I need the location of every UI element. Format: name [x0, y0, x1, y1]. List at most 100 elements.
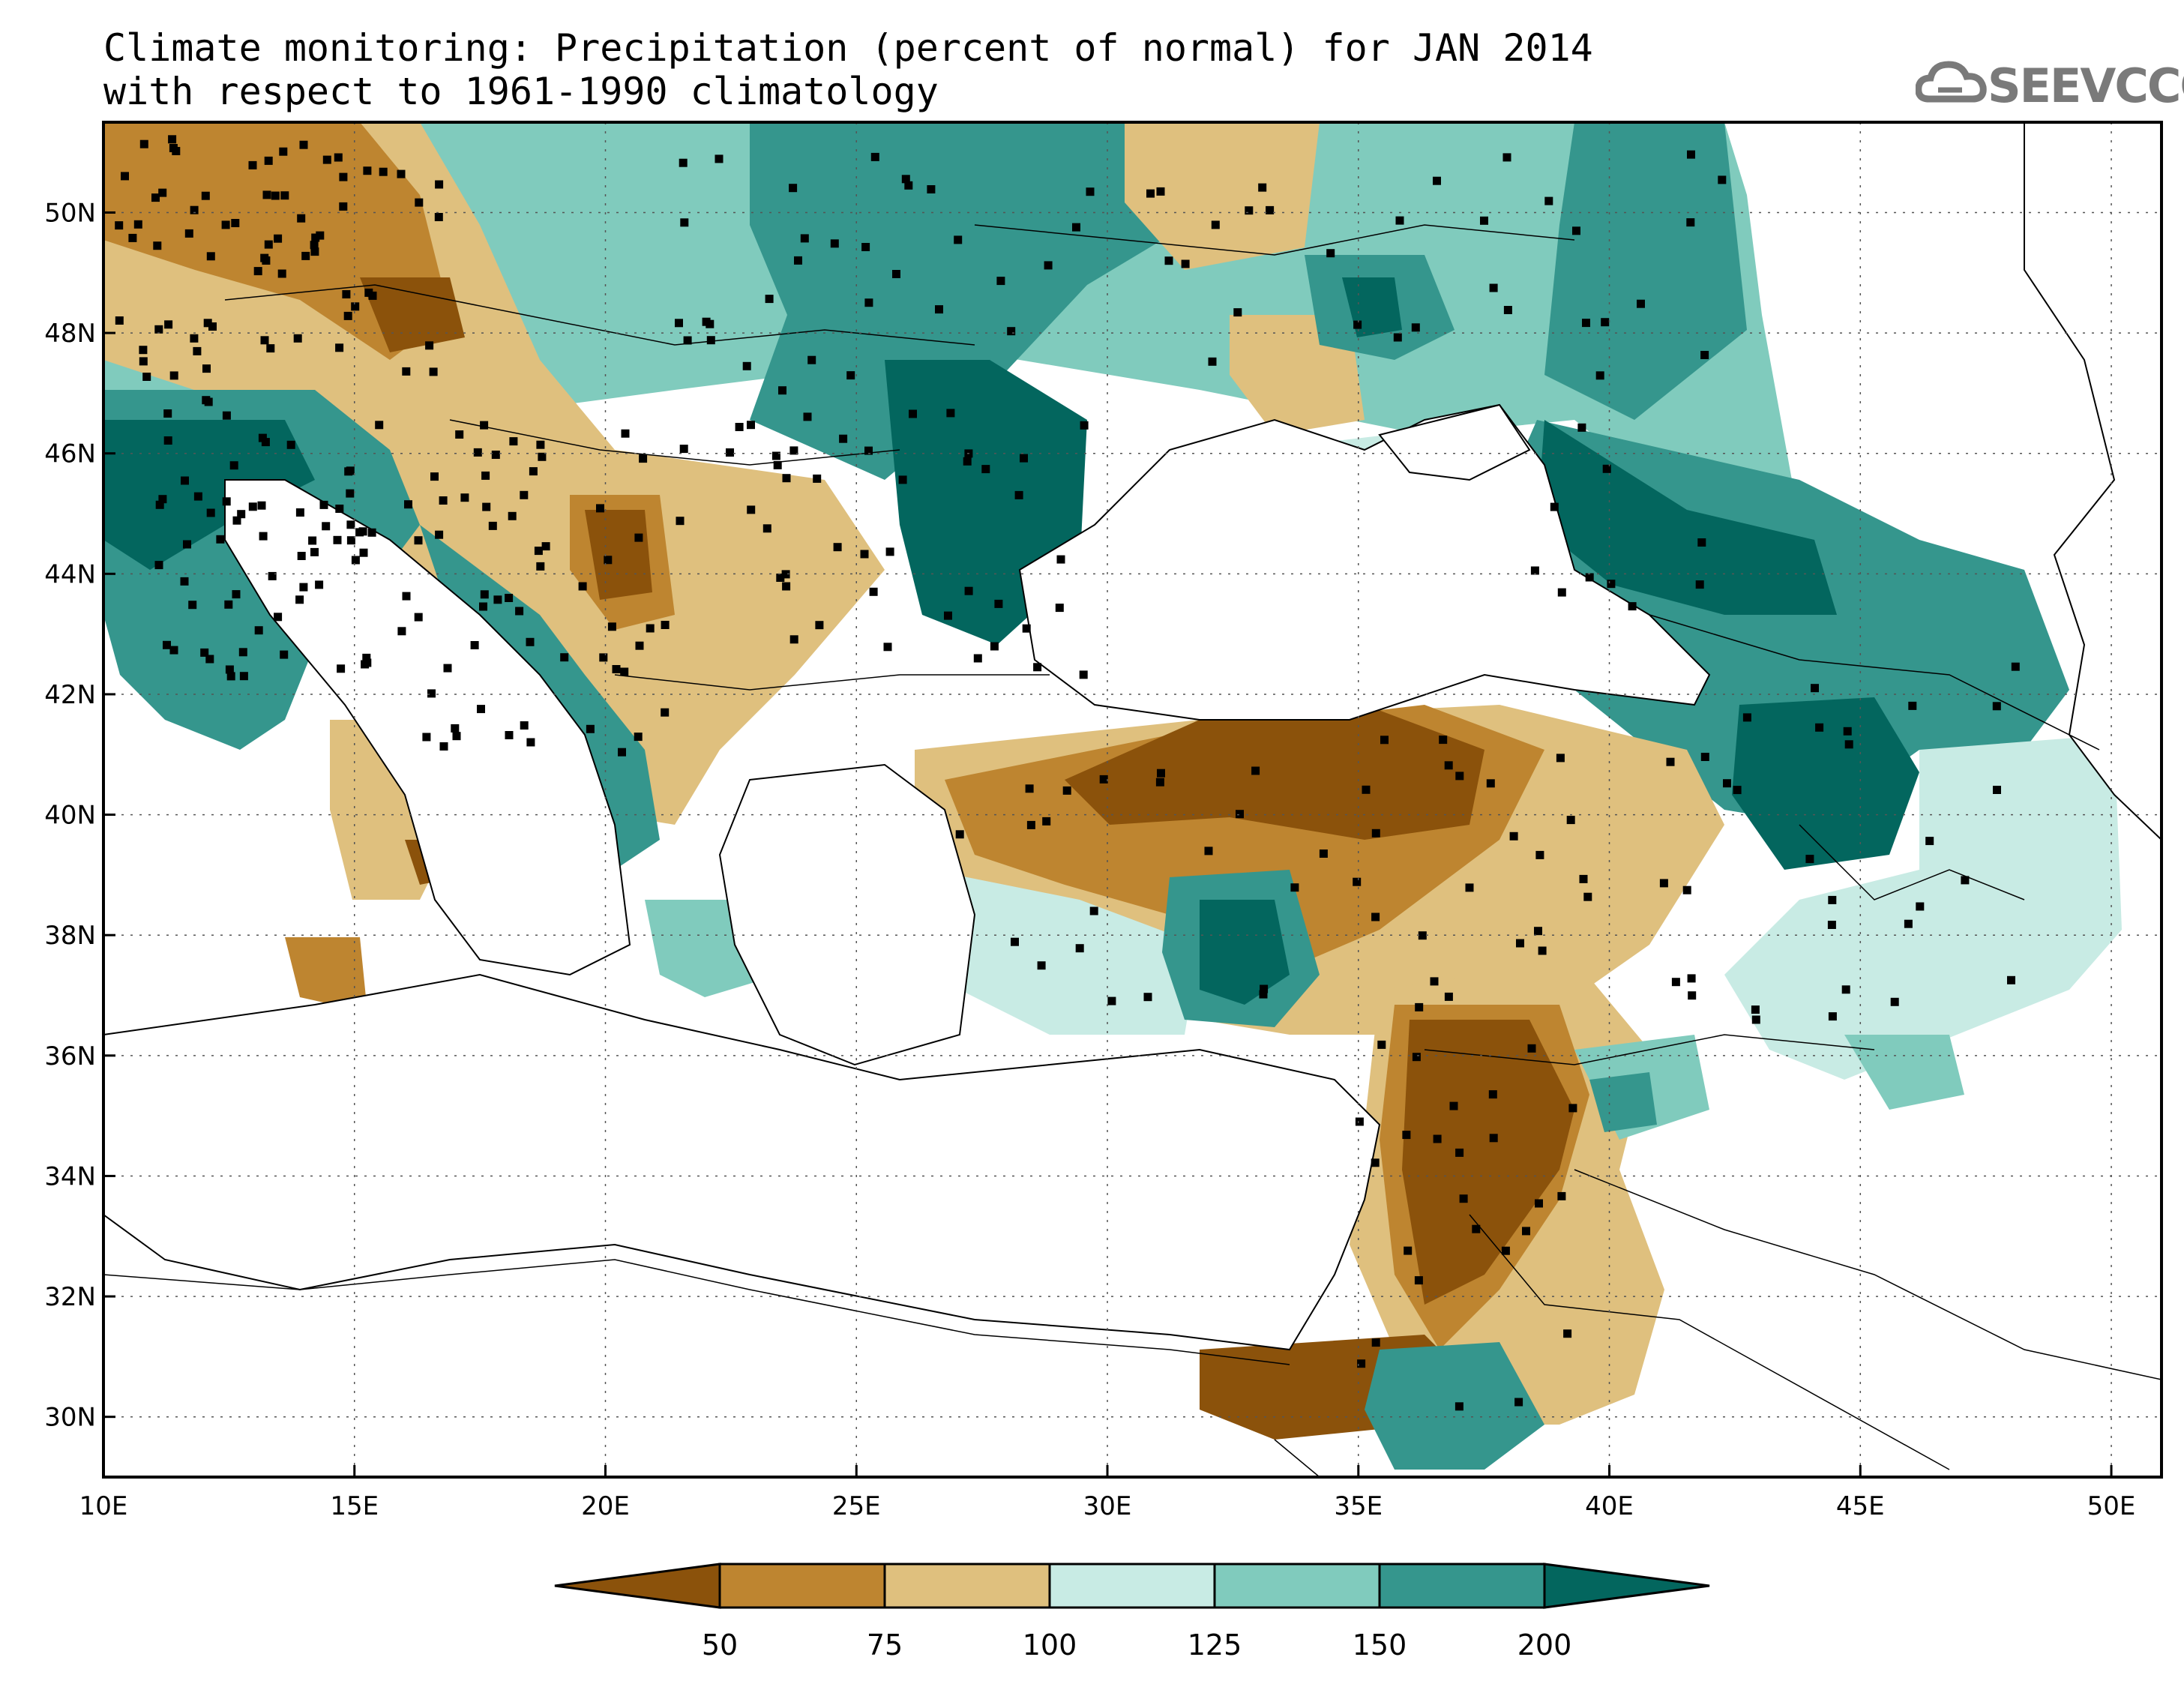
station-marker — [935, 305, 943, 314]
station-marker — [169, 646, 178, 655]
station-marker — [1535, 850, 1544, 859]
station-marker — [339, 202, 348, 211]
station-marker — [1433, 1134, 1442, 1143]
station-marker — [612, 665, 621, 673]
station-marker — [1557, 588, 1566, 597]
station-marker — [1534, 927, 1542, 936]
station-marker — [1075, 944, 1084, 953]
station-marker — [1377, 1040, 1386, 1049]
caspian-sea — [2024, 122, 2162, 841]
station-marker — [1143, 993, 1152, 1002]
lon-tick-label: 20E — [581, 1491, 630, 1521]
station-marker — [470, 641, 479, 649]
station-marker — [493, 595, 502, 604]
station-marker — [964, 586, 973, 595]
station-marker — [1455, 1148, 1464, 1157]
station-marker — [346, 489, 355, 498]
station-marker — [1099, 775, 1108, 784]
station-marker — [208, 322, 217, 331]
station-marker — [1723, 779, 1731, 788]
station-marker — [676, 517, 685, 526]
station-marker — [301, 251, 310, 260]
station-marker — [280, 191, 289, 200]
station-marker — [954, 235, 963, 244]
station-marker — [1211, 220, 1220, 229]
station-marker — [158, 495, 167, 504]
station-marker — [452, 732, 461, 741]
station-marker — [1566, 816, 1575, 825]
map-frame — [102, 121, 2163, 1479]
station-marker — [206, 252, 215, 261]
band-tan-sicily — [285, 937, 367, 1012]
station-marker — [1828, 895, 1837, 904]
station-marker — [726, 448, 734, 457]
station-marker — [1089, 906, 1098, 915]
station-marker — [1502, 153, 1511, 162]
station-marker — [560, 653, 569, 662]
station-marker — [334, 153, 343, 162]
colorbar — [554, 1563, 1710, 1609]
station-marker — [1811, 684, 1819, 693]
station-marker — [794, 256, 802, 265]
station-marker — [789, 635, 798, 644]
station-marker — [635, 641, 644, 650]
lon-tick-label: 10E — [79, 1491, 128, 1521]
station-marker — [1181, 259, 1190, 268]
station-marker — [776, 574, 785, 582]
station-marker — [1208, 357, 1217, 366]
station-marker — [203, 319, 212, 328]
station-marker — [1371, 829, 1380, 838]
station-marker — [229, 461, 238, 470]
station-marker — [1682, 885, 1691, 894]
station-marker — [508, 511, 517, 520]
station-marker — [782, 582, 791, 591]
station-marker — [1433, 176, 1441, 185]
station-marker — [789, 446, 798, 455]
station-marker — [128, 233, 137, 242]
station-marker — [491, 451, 500, 459]
station-marker — [646, 624, 655, 633]
station-marker — [944, 611, 952, 620]
station-marker — [443, 664, 452, 673]
station-marker — [351, 302, 360, 311]
station-marker — [264, 156, 273, 165]
station-marker — [297, 552, 306, 560]
station-marker — [293, 334, 302, 343]
station-marker — [308, 536, 317, 545]
station-marker — [1014, 490, 1023, 499]
station-marker — [620, 667, 629, 676]
station-marker — [1489, 283, 1498, 292]
station-marker — [343, 311, 352, 320]
station-marker — [232, 590, 241, 599]
station-marker — [310, 247, 319, 256]
station-marker — [1007, 327, 1016, 336]
station-marker — [1503, 306, 1512, 314]
station-marker — [1890, 997, 1899, 1006]
station-marker — [1700, 753, 1709, 761]
lat-tick-label: 40N — [44, 801, 96, 831]
station-marker — [1266, 205, 1275, 214]
station-marker — [1563, 1329, 1572, 1338]
station-marker — [1601, 318, 1610, 327]
station-marker — [706, 336, 715, 345]
station-marker — [139, 357, 148, 366]
sea-of-azov — [1378, 403, 1531, 481]
station-marker — [1602, 464, 1611, 473]
station-marker — [319, 500, 328, 509]
station-marker — [473, 448, 482, 457]
station-marker — [1393, 333, 1402, 342]
station-marker — [1472, 1224, 1481, 1233]
station-marker — [163, 640, 171, 649]
country-borders — [103, 224, 2162, 1477]
station-marker — [1522, 1227, 1530, 1236]
station-marker — [1671, 978, 1680, 987]
station-marker — [1904, 919, 1913, 928]
station-marker — [1455, 1402, 1463, 1411]
station-marker — [1916, 902, 1925, 911]
station-marker — [435, 180, 444, 189]
station-marker — [414, 613, 423, 622]
station-marker — [1585, 573, 1594, 582]
station-marker — [586, 724, 595, 733]
station-marker — [238, 648, 247, 657]
